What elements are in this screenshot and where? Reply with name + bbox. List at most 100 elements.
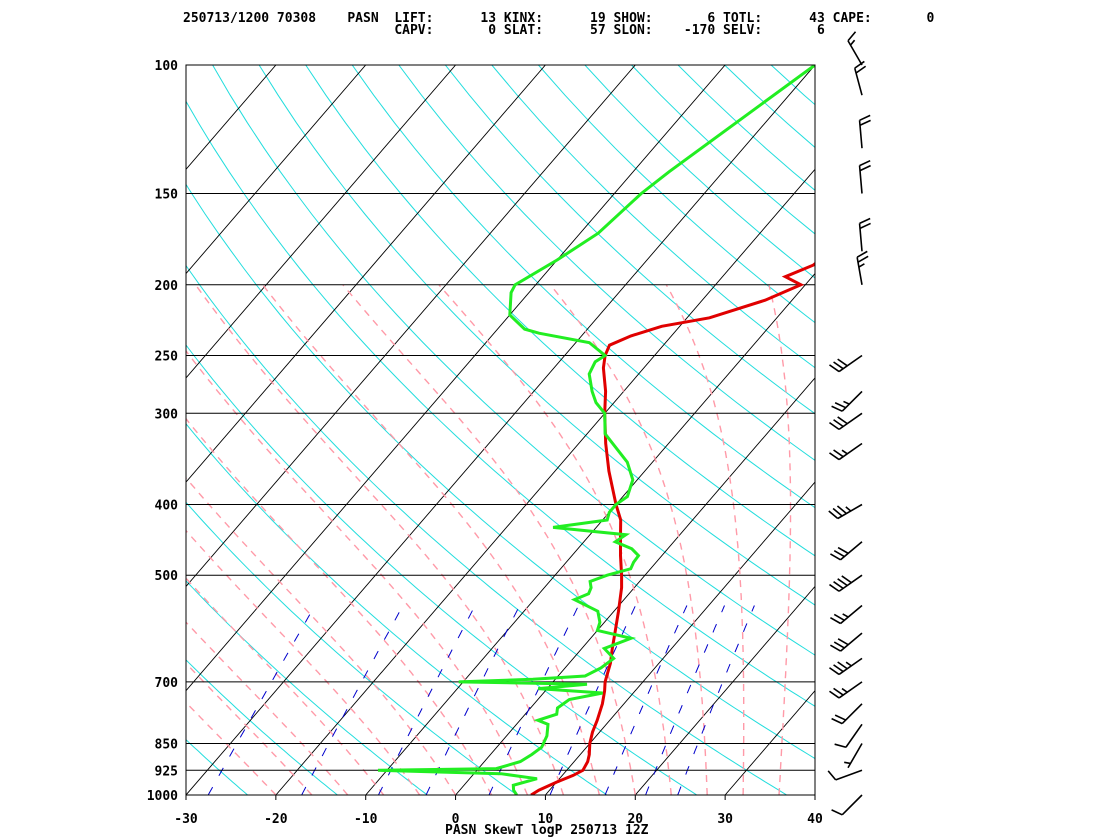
moist-adiabat xyxy=(262,284,600,795)
isotherm xyxy=(186,65,546,483)
dry-adiabat xyxy=(212,65,815,656)
dry-adiabat xyxy=(770,65,815,106)
wind-barb xyxy=(831,794,863,816)
wind-barb-full xyxy=(829,364,840,373)
wind-barb-full xyxy=(841,575,852,584)
isotherm xyxy=(186,65,815,795)
temperature-tick-label: -20 xyxy=(264,812,288,827)
temperature-tick-label: -30 xyxy=(174,812,198,827)
dry-adiabat xyxy=(631,65,815,235)
temperature-tick-label: 40 xyxy=(807,812,823,827)
dry-adiabat xyxy=(186,739,248,795)
dry-adiabat xyxy=(818,65,1120,795)
wind-barb-full xyxy=(857,255,869,263)
wind-barb-half xyxy=(842,613,849,618)
wind-barb xyxy=(844,743,863,769)
moist-adiabat xyxy=(342,284,636,795)
isotherm xyxy=(634,585,815,795)
isotherm xyxy=(365,272,815,795)
wind-barb xyxy=(828,503,863,520)
wind-barb xyxy=(856,250,869,285)
wind-barb-half xyxy=(845,661,852,667)
isotherm xyxy=(545,481,815,795)
wind-barb-half xyxy=(841,687,848,693)
wind-barb xyxy=(829,354,863,373)
moist-adiabat xyxy=(186,701,277,795)
moist-adiabat xyxy=(549,284,708,795)
wind-barb-full xyxy=(833,419,844,428)
wind-barb xyxy=(829,681,863,699)
wind-barb-full xyxy=(859,222,871,230)
isotherm xyxy=(186,65,456,379)
wind-barb xyxy=(829,657,863,676)
isotherm xyxy=(275,168,815,795)
isotherm xyxy=(724,689,815,795)
wind-barb-full xyxy=(859,114,871,122)
wind-barb xyxy=(858,217,871,252)
header-line-2: CAPV: 0 SLAT: 57 SLON: -170 SELV: 6 xyxy=(183,23,825,38)
temperature-tick-label: 20 xyxy=(627,812,643,827)
wind-barb xyxy=(829,574,863,592)
wind-barb xyxy=(830,541,863,561)
wind-barb-half xyxy=(849,39,856,46)
moist-adiabat xyxy=(186,621,349,795)
wind-barb-full xyxy=(856,250,868,258)
wind-barb-full xyxy=(829,667,840,676)
wind-barb xyxy=(830,632,863,652)
wind-barb-full xyxy=(830,616,841,625)
chart-caption: PASN SkewT logP 250713 12Z xyxy=(445,823,649,838)
dry-adiabat xyxy=(186,183,815,760)
wind-barb-staff xyxy=(835,769,863,781)
wind-barb xyxy=(829,442,863,461)
moist-adiabat xyxy=(186,577,385,795)
wind-barb-full xyxy=(837,416,848,425)
temperature-axis: -30 -20 -10 0 10 20 30 40 xyxy=(174,795,823,827)
wind-barb-full xyxy=(829,452,840,461)
wind-barb-full xyxy=(833,613,845,621)
pressure-tick-label: 700 xyxy=(155,676,179,691)
temperature-tick-label: -10 xyxy=(354,812,378,827)
isotherm xyxy=(455,377,815,795)
wind-barb xyxy=(830,604,863,625)
dry-adiabat xyxy=(305,65,815,557)
header-line-1: 250713/1200 70308 PASN LIFT: 13 KINX: 19… xyxy=(183,11,935,26)
moist-adiabat xyxy=(438,284,672,795)
plot-frame xyxy=(185,64,816,796)
wind-barb-full xyxy=(829,583,840,592)
wind-barb xyxy=(831,390,863,412)
wind-barb-staff xyxy=(841,794,863,816)
dry-adiabat xyxy=(186,423,608,795)
wind-barb xyxy=(858,114,871,149)
pressure-tick-label: 925 xyxy=(155,764,178,779)
mixing-ratio-line xyxy=(645,605,725,795)
wind-barb-full xyxy=(833,550,845,558)
mixing-ratio-line xyxy=(207,605,316,795)
wind-barb xyxy=(847,31,863,66)
wind-barb-full xyxy=(833,449,844,458)
dry-adiabat xyxy=(0,65,158,795)
wind-barb xyxy=(829,412,863,431)
dry-adiabat xyxy=(538,65,815,324)
isotherm xyxy=(186,65,367,275)
wind-barb-full xyxy=(832,507,843,517)
wind-barb-full xyxy=(829,421,840,431)
pressure-axis: 100 150 200 250 300 400 500 700 850 925 1000 xyxy=(147,59,178,804)
pressure-tick-label: 500 xyxy=(155,569,179,584)
moist-adiabat xyxy=(186,417,493,795)
wind-barb-full xyxy=(828,510,839,520)
pressure-tick-label: 100 xyxy=(155,59,179,74)
dry-adiabat xyxy=(351,65,815,509)
dry-adiabat xyxy=(0,65,68,795)
wind-barb-full xyxy=(837,578,848,587)
wind-barb-full xyxy=(830,553,841,561)
temperature-tick-label: 0 xyxy=(452,812,460,827)
wind-barb-staff xyxy=(845,723,863,748)
wind-barb-full xyxy=(833,361,844,370)
dry-adiabat xyxy=(186,580,428,795)
wind-barb-full xyxy=(831,405,843,412)
dry-adiabat xyxy=(258,65,815,606)
isotherm xyxy=(0,65,96,795)
wind-barb-full xyxy=(859,164,871,172)
wind-barb-full xyxy=(859,217,871,225)
wind-barb-full xyxy=(837,638,849,646)
